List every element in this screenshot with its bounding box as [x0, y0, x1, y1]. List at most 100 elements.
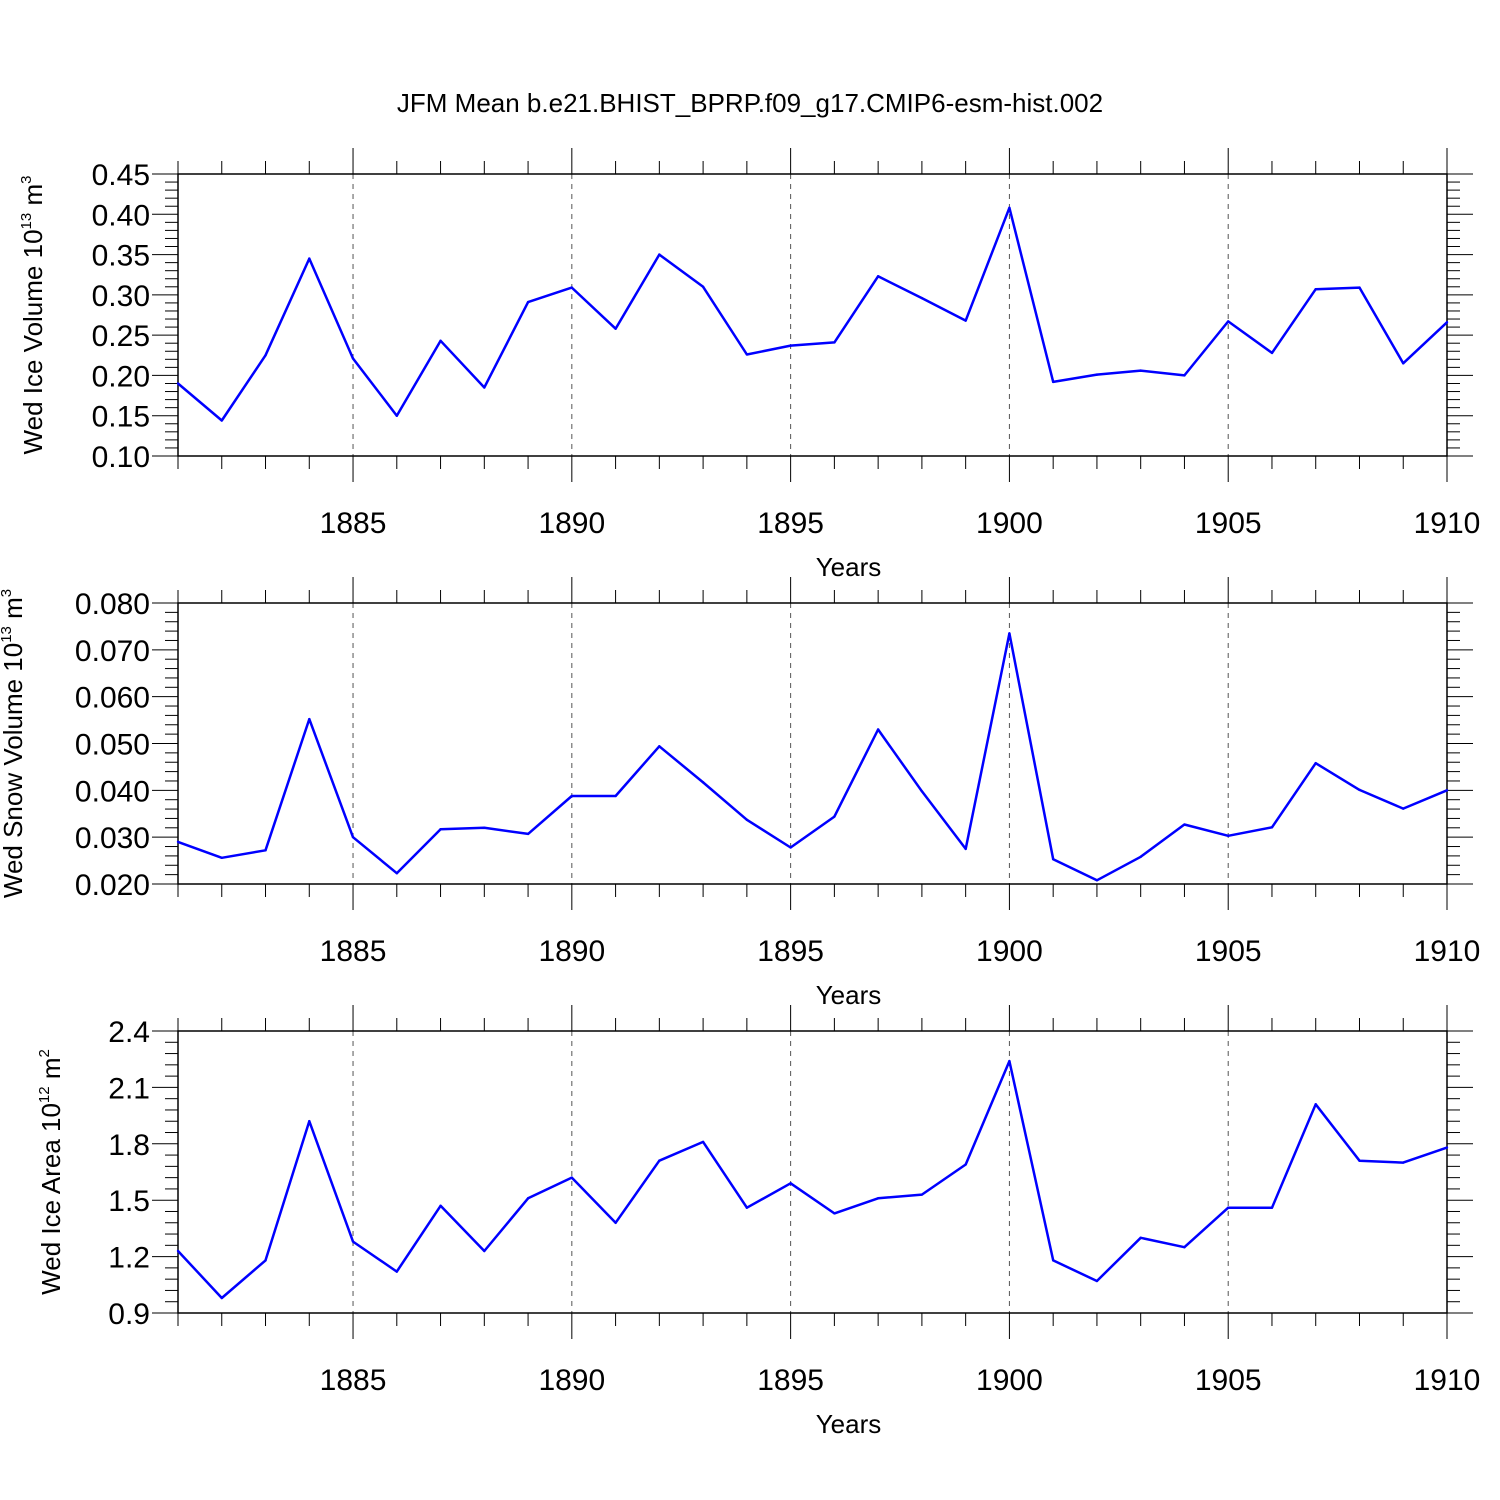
data-point — [1095, 1279, 1099, 1283]
data-point — [1095, 879, 1099, 882]
x-tick-label: 1895 — [757, 507, 824, 540]
y-tick-label: 0.9 — [108, 1298, 150, 1331]
x-tick-label: 1905 — [1195, 935, 1262, 968]
plot-frame — [177, 1030, 1448, 1314]
data-point — [395, 1270, 398, 1273]
data-point — [351, 835, 355, 839]
x-tick-label: 1890 — [538, 935, 605, 968]
data-point — [483, 826, 486, 829]
data-point — [1139, 855, 1142, 859]
x-tick-label: 1900 — [976, 507, 1043, 540]
data-point — [264, 1259, 267, 1262]
data-point — [1445, 321, 1449, 324]
data-point — [1008, 632, 1011, 635]
x-tick-label: 1905 — [1195, 1364, 1262, 1397]
data-point — [1051, 857, 1055, 861]
data-point — [1358, 788, 1361, 792]
plot-frame — [177, 173, 1448, 457]
data-point — [526, 832, 530, 836]
data-point — [1139, 369, 1142, 372]
data-point — [876, 728, 880, 731]
data-point — [658, 253, 661, 256]
series-line — [177, 206, 1448, 422]
data-point — [264, 849, 267, 852]
y-tick-label: 1.2 — [108, 1242, 150, 1275]
data-point — [1227, 834, 1230, 837]
x-tick-label: 1885 — [320, 507, 387, 540]
y-axis-label: Wed Ice Area 1012 m2 — [36, 1049, 66, 1295]
y-tick-label: 0.030 — [75, 822, 150, 855]
x-axis-label: Years — [816, 552, 882, 582]
y-tick-label: 0.40 — [92, 199, 150, 232]
data-point — [526, 300, 530, 304]
data-point — [1051, 1259, 1055, 1262]
y-tick-label: 2.1 — [108, 1072, 150, 1105]
data-point — [701, 285, 705, 288]
panel-1: 0.10 0.15 0.20 0.25 0.30 0.35 0.40 0.45 1885 1890… — [18, 148, 1480, 582]
data-point — [264, 354, 267, 357]
data-point — [570, 794, 574, 798]
x-tick-label: 1895 — [757, 935, 824, 968]
data-point — [351, 357, 355, 360]
data-point — [745, 353, 749, 356]
data-point — [395, 414, 398, 417]
data-point — [964, 1163, 967, 1166]
data-point — [1402, 1161, 1405, 1164]
x-tick-label: 1885 — [320, 1364, 387, 1397]
y-tick-label: 0.25 — [92, 320, 150, 353]
data-point — [1270, 826, 1274, 829]
data-point — [439, 339, 442, 342]
data-point — [701, 1140, 705, 1144]
data-point — [308, 257, 311, 260]
y-tick-label: 1.5 — [108, 1185, 150, 1218]
data-point — [745, 1206, 749, 1209]
data-point — [1183, 823, 1186, 826]
data-point — [920, 296, 924, 300]
data-point — [789, 846, 792, 849]
data-point — [920, 790, 924, 793]
panels: 0.10 0.15 0.20 0.25 0.30 0.35 0.40 0.45 1885 1890… — [0, 148, 1480, 1439]
data-point — [570, 286, 574, 289]
data-point — [439, 1204, 442, 1208]
x-tick-label: 1900 — [976, 935, 1043, 968]
data-point — [483, 1249, 486, 1253]
data-point — [395, 872, 398, 875]
x-tick-label: 1890 — [538, 1364, 605, 1397]
x-tick-label: 1910 — [1414, 507, 1481, 540]
data-point — [220, 856, 223, 859]
data-point — [439, 828, 442, 831]
x-axis-label: Years — [816, 1409, 882, 1439]
data-point — [176, 382, 180, 385]
data-point — [614, 327, 617, 330]
data-point — [1227, 320, 1230, 323]
data-point — [308, 1120, 311, 1123]
data-point — [1008, 1059, 1011, 1063]
x-tick-label: 1900 — [976, 1364, 1043, 1397]
data-point — [789, 344, 792, 347]
data-point — [658, 745, 661, 748]
data-point — [876, 1197, 880, 1200]
x-tick-label: 1890 — [538, 507, 605, 540]
panel-3: 0.9 1.2 1.5 1.8 2.1 2.4 1885 1890 1895 1900 1905 19… — [36, 1005, 1480, 1439]
x-tick-label: 1910 — [1414, 1364, 1481, 1397]
y-axis-label: Wed Snow Volume 1013 m3 — [0, 589, 28, 898]
data-point — [1183, 374, 1186, 377]
data-point — [789, 1182, 792, 1185]
chart-title: JFM Mean b.e21.BHIST_BPRP.f09_g17.CMIP6-… — [397, 88, 1103, 118]
y-tick-label: 0.040 — [75, 775, 150, 808]
data-point — [1314, 761, 1317, 765]
y-tick-label: 0.15 — [92, 401, 150, 434]
data-point — [964, 847, 967, 851]
data-point — [1314, 288, 1317, 291]
data-point — [1402, 362, 1405, 365]
y-tick-label: 0.45 — [92, 159, 150, 192]
data-point — [1402, 807, 1405, 810]
data-point — [833, 815, 836, 818]
data-point — [1358, 286, 1361, 289]
x-tick-label: 1905 — [1195, 507, 1262, 540]
y-tick-label: 0.080 — [75, 588, 150, 621]
data-point — [876, 275, 880, 278]
data-point — [483, 386, 486, 389]
x-axis-label: Years — [816, 980, 882, 1010]
y-tick-label: 0.30 — [92, 280, 150, 313]
